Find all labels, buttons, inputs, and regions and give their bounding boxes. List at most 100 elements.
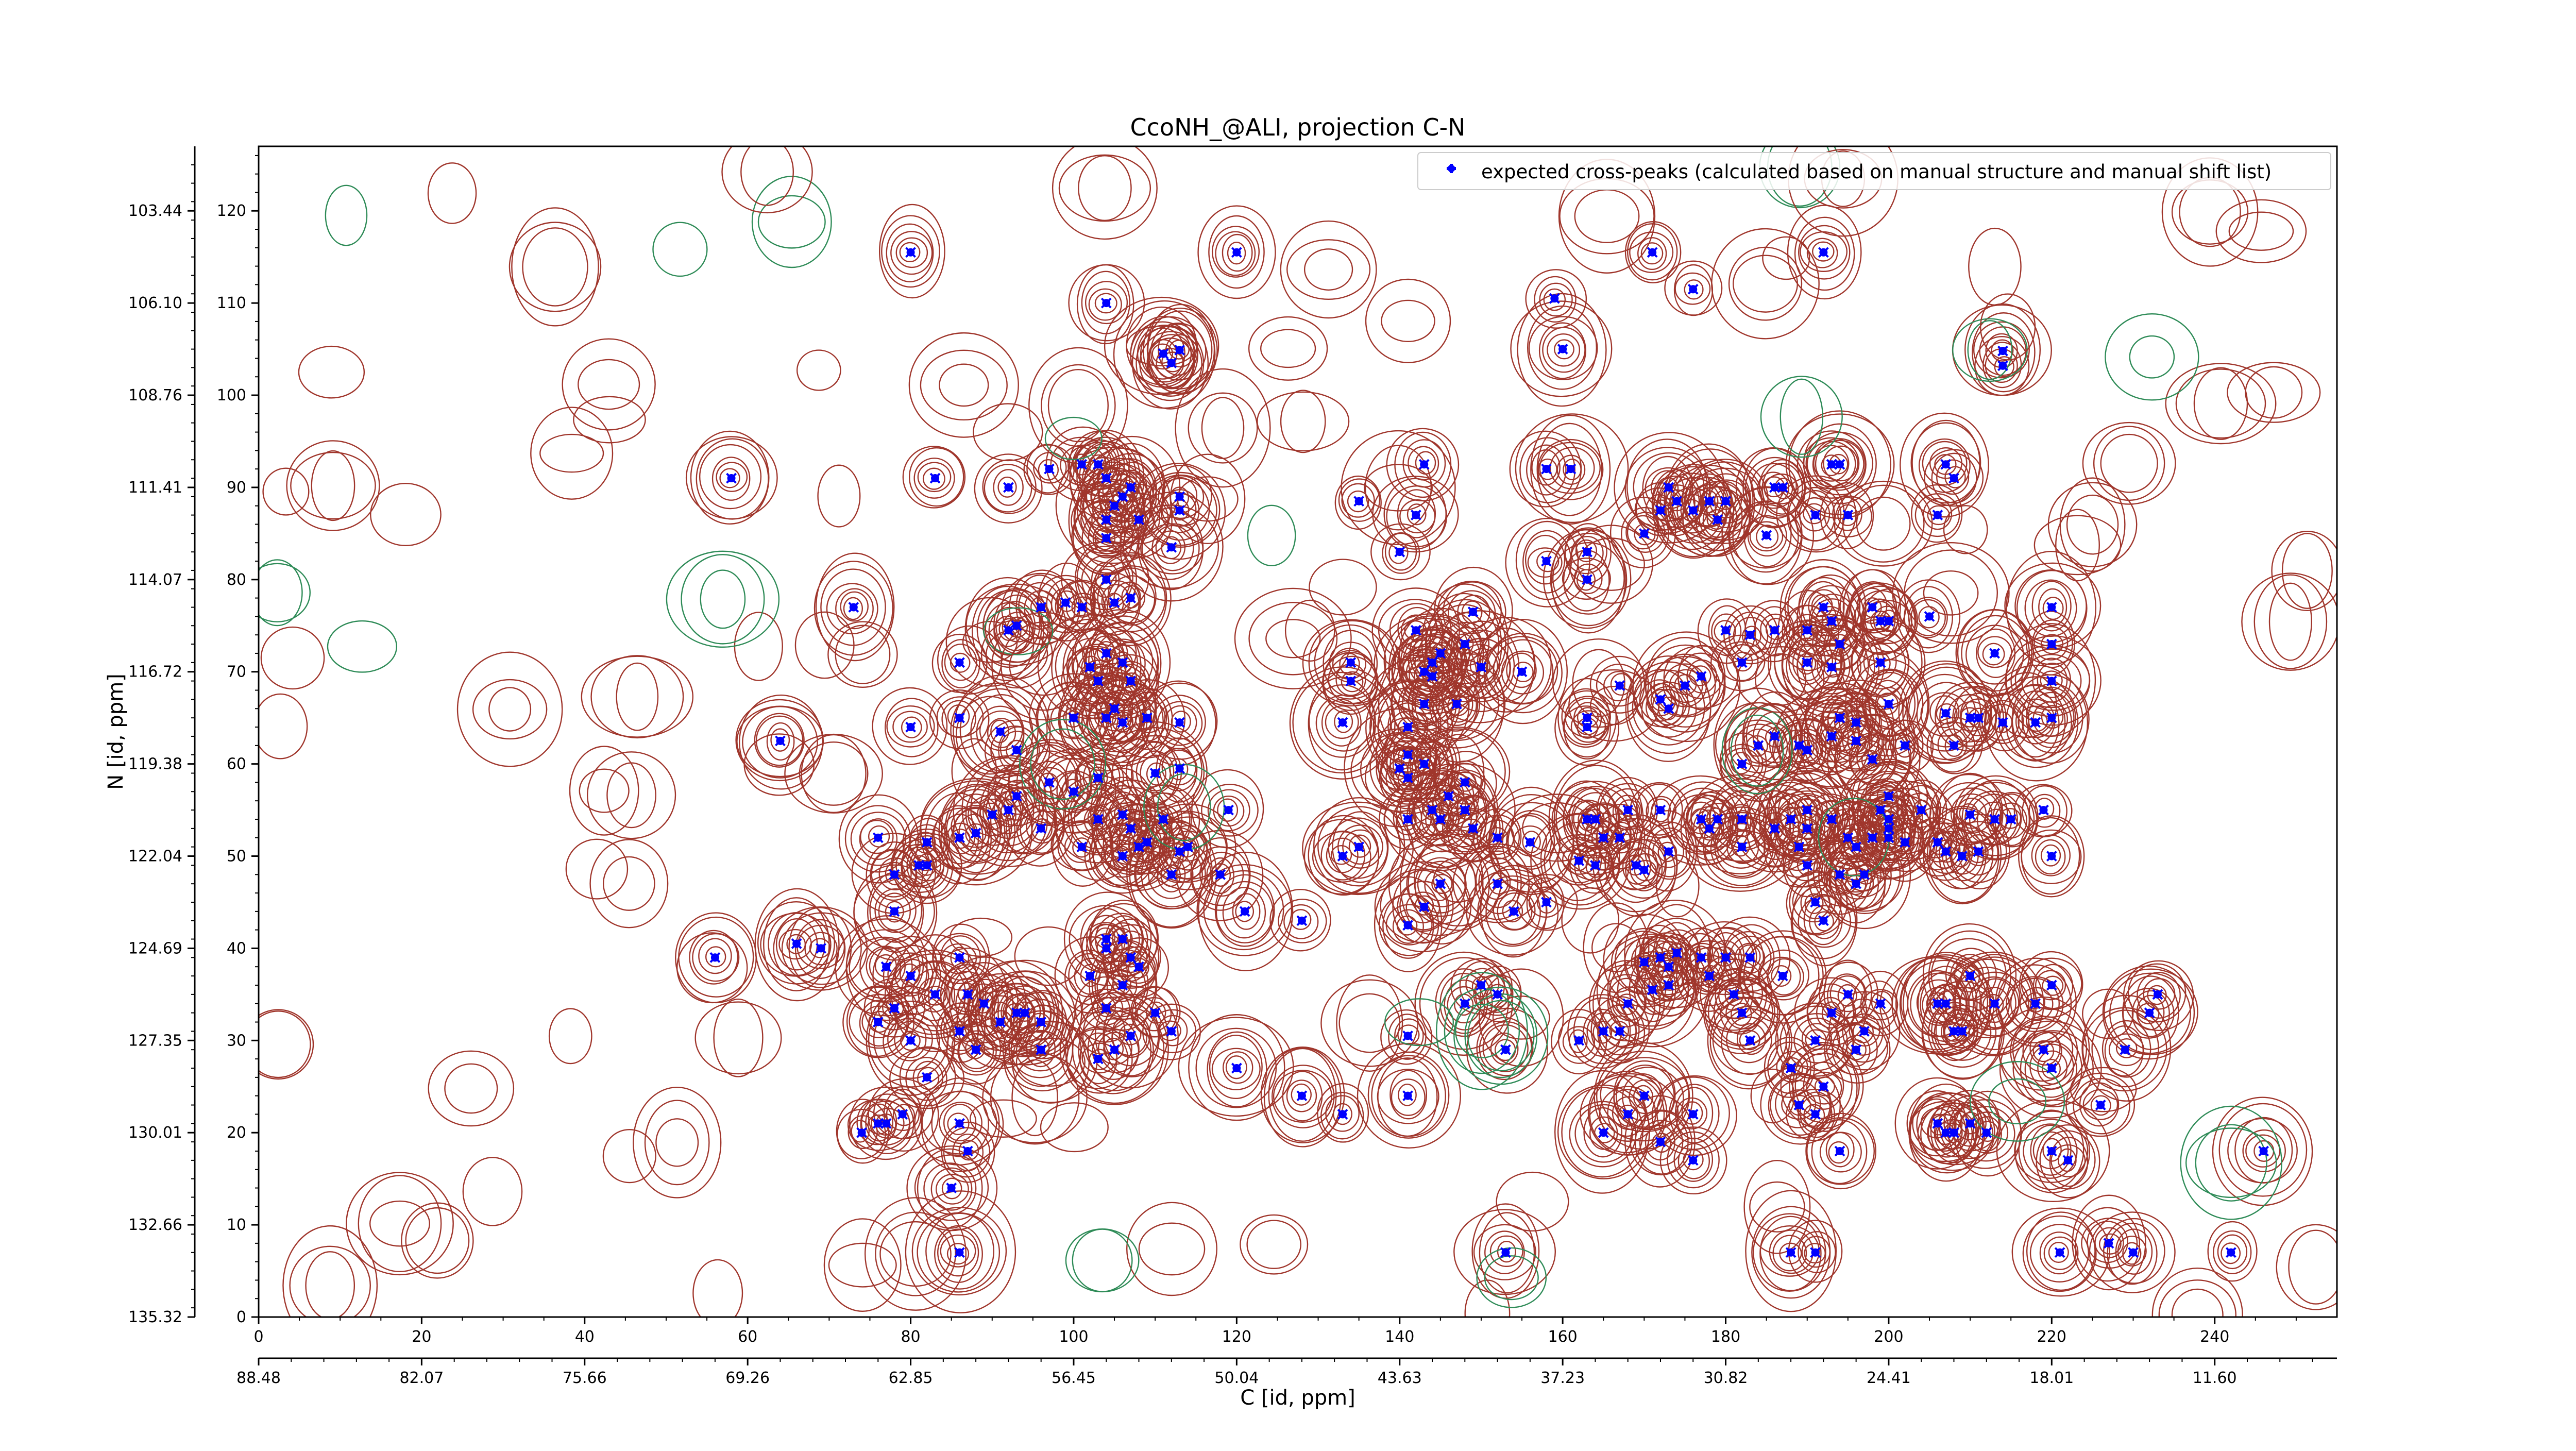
peak-cross xyxy=(1810,510,1821,521)
contour-ring xyxy=(1536,550,1560,572)
contour-ring xyxy=(1147,850,1194,899)
contour-ring xyxy=(1014,926,1083,986)
peak-cross xyxy=(1036,602,1047,613)
contour-ring xyxy=(1852,1020,1874,1043)
contour-ring xyxy=(1798,225,1851,280)
expected-cross-peak xyxy=(1500,1044,1511,1055)
peak-cross xyxy=(1826,459,1837,470)
contour-ring xyxy=(1497,1240,1516,1263)
expected-cross-peak xyxy=(872,832,884,843)
contour-ring xyxy=(1088,679,1138,741)
peak-cross xyxy=(1663,846,1674,857)
contour-ring xyxy=(1211,1048,1261,1090)
expected-cross-peak xyxy=(897,1109,908,1120)
expected-cross-peak xyxy=(1867,602,1878,613)
expected-cross-peak xyxy=(1125,823,1137,834)
contour-ring xyxy=(2082,1089,2119,1120)
x-ppm-tick-label: 24.41 xyxy=(1867,1369,1911,1387)
contour-ring xyxy=(944,785,1010,881)
peak-cross xyxy=(954,712,965,723)
contour-ring xyxy=(868,1078,939,1152)
expected-cross-peak xyxy=(1109,500,1120,512)
contour-ring xyxy=(993,469,1024,506)
expected-cross-peak xyxy=(1883,698,1894,710)
expected-cross-peak xyxy=(1956,1026,1968,1037)
contour-ring xyxy=(1330,845,1352,865)
contour-ring xyxy=(1703,972,1778,1054)
contour-ring xyxy=(298,345,365,399)
contour-ring xyxy=(2029,1224,2090,1283)
expected-cross-peak xyxy=(1744,629,1756,640)
peak-cross xyxy=(1744,629,1756,640)
peak-cross xyxy=(1793,1100,1805,1110)
contour-ring xyxy=(1937,728,1968,762)
contour-ring xyxy=(941,639,980,688)
contour-ring xyxy=(1820,482,1874,549)
contour-ring xyxy=(890,231,933,275)
expected-cross-peak xyxy=(1427,657,1438,668)
contour-ring xyxy=(2047,482,2138,567)
contour-ring xyxy=(917,462,952,493)
expected-cross-peak xyxy=(1402,814,1413,825)
contour-ring xyxy=(951,738,997,804)
expected-cross-peak xyxy=(1182,841,1193,853)
contour-ring xyxy=(1105,839,1140,871)
contour-ring xyxy=(1693,809,1724,848)
contour-ring xyxy=(1837,799,1906,875)
expected-cross-peak xyxy=(1834,638,1845,650)
x-ppm-tick-label: 88.48 xyxy=(236,1369,281,1387)
peak-cross xyxy=(1671,947,1683,958)
contour-ring xyxy=(1543,288,1566,311)
expected-cross-peak xyxy=(1084,662,1096,673)
expected-cross-peak xyxy=(1973,846,1984,857)
expected-cross-peak xyxy=(1068,712,1079,723)
peak-cross xyxy=(1182,841,1193,853)
peak-cross xyxy=(1834,712,1845,723)
contour-ring xyxy=(1131,316,1209,410)
contour-ring xyxy=(2031,581,2072,632)
expected-cross-peak xyxy=(1810,510,1821,521)
expected-cross-peak xyxy=(1622,804,1634,816)
expected-cross-peak xyxy=(2225,1247,2236,1258)
contour-ring xyxy=(1141,842,1203,908)
y-ppm-tick-label: 108.76 xyxy=(128,386,182,404)
expected-cross-peak xyxy=(1093,459,1104,470)
expected-cross-peak xyxy=(987,809,998,820)
contour-ring xyxy=(1084,281,1128,325)
peak-cross xyxy=(1133,961,1144,972)
contour-ring xyxy=(1684,461,1765,544)
y-tick-label: 60 xyxy=(227,755,246,773)
peak-cross xyxy=(1785,1247,1797,1258)
peak-cross xyxy=(880,1118,892,1129)
expected-cross-peak xyxy=(1158,348,1169,359)
expected-cross-peak xyxy=(995,1017,1006,1027)
expected-cross-peak xyxy=(1100,648,1112,659)
peak-cross xyxy=(921,1072,933,1083)
peak-cross xyxy=(1443,790,1454,802)
contour-ring xyxy=(1815,693,1894,791)
contour-ring xyxy=(1677,1143,1710,1179)
contour-ring xyxy=(2115,1038,2138,1058)
contour-ring xyxy=(2102,965,2195,1060)
contour-ring xyxy=(1788,849,1823,882)
contour-ring xyxy=(794,611,855,679)
expected-cross-peak xyxy=(880,961,892,972)
expected-cross-peak xyxy=(1141,837,1153,848)
expected-cross-peak xyxy=(1867,754,1878,765)
contour-ring xyxy=(1950,821,2007,883)
contour-ring xyxy=(1326,837,1359,873)
contour-ring xyxy=(2050,1144,2086,1177)
contour-ring xyxy=(891,934,980,1053)
contour-ring xyxy=(719,468,740,488)
expected-cross-peak xyxy=(1337,851,1348,862)
contour-ring xyxy=(1704,976,1781,1050)
contour-ring xyxy=(1923,570,1979,616)
contour-ring xyxy=(1207,789,1250,832)
contour-ring xyxy=(1613,839,1676,899)
contour-ring xyxy=(1127,691,1167,742)
contour-ring xyxy=(1573,563,1603,594)
legend-marker xyxy=(1447,164,1456,173)
contour-ring xyxy=(1664,260,1723,316)
contour-ring xyxy=(1564,696,1611,738)
